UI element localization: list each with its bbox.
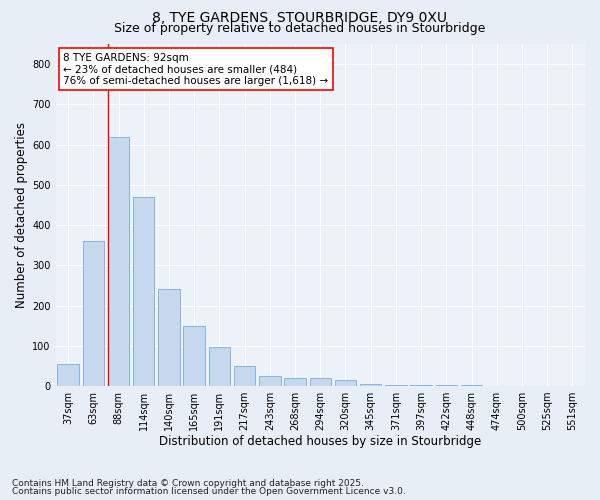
Bar [410, 385, 432, 386]
Bar [133, 197, 154, 386]
Bar [58, 364, 79, 386]
Bar [436, 385, 457, 386]
Text: 8, TYE GARDENS, STOURBRIDGE, DY9 0XU: 8, TYE GARDENS, STOURBRIDGE, DY9 0XU [152, 11, 448, 25]
Text: 8 TYE GARDENS: 92sqm
← 23% of detached houses are smaller (484)
76% of semi-deta: 8 TYE GARDENS: 92sqm ← 23% of detached h… [64, 52, 329, 86]
Bar [360, 384, 382, 386]
Bar [335, 380, 356, 386]
X-axis label: Distribution of detached houses by size in Stourbridge: Distribution of detached houses by size … [159, 434, 481, 448]
Text: Size of property relative to detached houses in Stourbridge: Size of property relative to detached ho… [115, 22, 485, 35]
Bar [209, 347, 230, 386]
Bar [184, 326, 205, 386]
Y-axis label: Number of detached properties: Number of detached properties [15, 122, 28, 308]
Bar [461, 385, 482, 386]
Bar [108, 136, 129, 386]
Text: Contains public sector information licensed under the Open Government Licence v3: Contains public sector information licen… [12, 487, 406, 496]
Bar [259, 376, 281, 386]
Bar [284, 378, 306, 386]
Bar [385, 385, 407, 386]
Bar [234, 366, 256, 386]
Text: Contains HM Land Registry data © Crown copyright and database right 2025.: Contains HM Land Registry data © Crown c… [12, 478, 364, 488]
Bar [158, 290, 180, 386]
Bar [310, 378, 331, 386]
Bar [83, 241, 104, 386]
